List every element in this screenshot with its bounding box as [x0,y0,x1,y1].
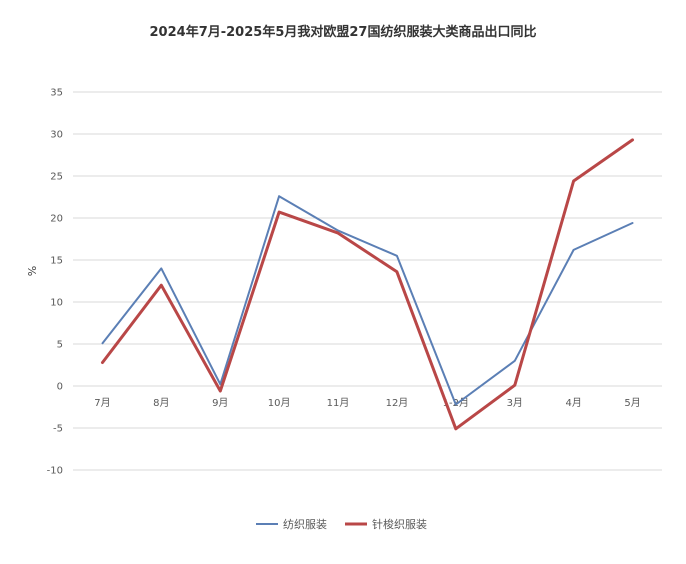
gridlines [73,91,662,471]
series-lines [101,138,634,431]
x-tick-label: 11月 [327,397,350,409]
legend-label: 纺织服装 [283,517,327,531]
y-tick-label: 5 [57,340,63,351]
y-axis-label: % [26,266,39,276]
x-tick-label: 4月 [565,397,581,409]
legend: 纺织服装 针梭织服装 [256,517,427,531]
x-tick-label: 7月 [94,397,110,409]
legend-label: 针梭织服装 [372,517,427,531]
y-axis-tick-labels: 35 30 25 20 15 10 5 0 -5 -10 [47,88,63,477]
series-line-1 [101,195,634,406]
y-tick-label: 10 [50,298,63,309]
y-tick-label: -10 [47,466,63,477]
x-tick-label: 8月 [153,397,169,409]
y-tick-label: 0 [57,382,63,393]
x-tick-label: 12月 [386,397,409,409]
y-tick-label: 35 [50,88,63,99]
y-tick-label: 20 [50,214,63,225]
x-axis-tick-labels: 7月 8月 9月 10月 11月 12月 1-2月 3月 4月 5月 [94,397,640,409]
x-tick-label: 9月 [212,397,228,409]
x-tick-label: 3月 [507,397,523,409]
x-tick-label: 5月 [624,397,640,409]
y-tick-label: 25 [50,172,63,183]
series-line-2 [101,138,634,431]
chart-title: 2024年7月-2025年5月我对欧盟27国纺织服装大类商品出口同比 [150,24,537,40]
y-tick-label: 15 [50,256,63,267]
y-tick-label: 30 [50,130,63,141]
x-tick-label: 10月 [268,397,291,409]
y-tick-label: -5 [53,424,63,435]
